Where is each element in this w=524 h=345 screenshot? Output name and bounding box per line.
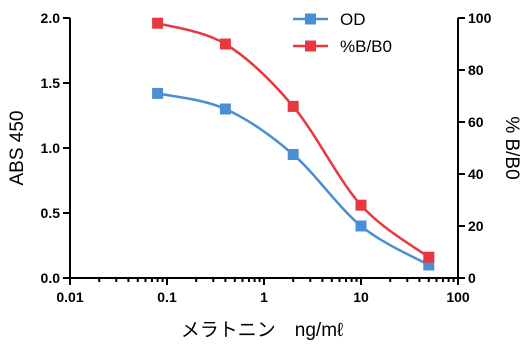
y-right-tick-label: 40 (468, 166, 484, 182)
legend-marker-bb0 (305, 40, 316, 52)
data-point-od (355, 220, 367, 232)
legend: OD %B/B0 (293, 10, 392, 56)
data-point-od (423, 259, 435, 271)
y-right-tick-label: 80 (468, 62, 484, 78)
series-line-od (157, 92, 430, 267)
legend-marker-od (305, 13, 316, 25)
y-left-tick-label: 0.5 (41, 205, 61, 221)
axes (69, 18, 459, 279)
y-left-tick-label: 1.5 (41, 75, 61, 91)
data-point-od (219, 103, 231, 115)
x-axis-title: メラトニン ng/mℓ (181, 320, 343, 341)
y-left-tick-label: 2.0 (41, 10, 61, 26)
series-line-bb0 (157, 21, 430, 259)
data-point-bb0 (423, 251, 435, 263)
data-point-od (287, 149, 299, 160)
x-tick-label: 0.1 (157, 289, 177, 305)
y-right-tick-label: 0 (468, 270, 476, 286)
y-right-tick-label: 60 (468, 114, 484, 130)
x-tick-label: 100 (446, 289, 470, 305)
ticks: 0.01 0.1 1 10 100 0.0 0.5 1.0 1.5 2.0 0 20 40 60 80 100 (41, 10, 492, 305)
y-left-tick-label: 0.0 (41, 270, 61, 286)
y-right-tick-label: 100 (468, 10, 492, 26)
data-point-od (152, 87, 164, 99)
series-layer (152, 17, 435, 271)
x-tick-label: 10 (353, 289, 369, 305)
y-axis-title-right: % B/B0 (501, 116, 522, 179)
data-point-bb0 (152, 17, 164, 29)
data-point-bb0 (355, 199, 367, 211)
legend-label-bb0: %B/B0 (340, 37, 392, 56)
y-left-tick-label: 1.0 (41, 140, 61, 156)
legend-label-od: OD (340, 10, 366, 29)
data-point-bb0 (287, 100, 299, 112)
y-right-tick-label: 20 (468, 218, 484, 234)
y-axis-title-left: ABS 450 (7, 111, 28, 186)
x-tick-label: 0.01 (56, 289, 83, 305)
x-tick-label: 1 (260, 289, 268, 305)
data-point-bb0 (219, 38, 231, 50)
